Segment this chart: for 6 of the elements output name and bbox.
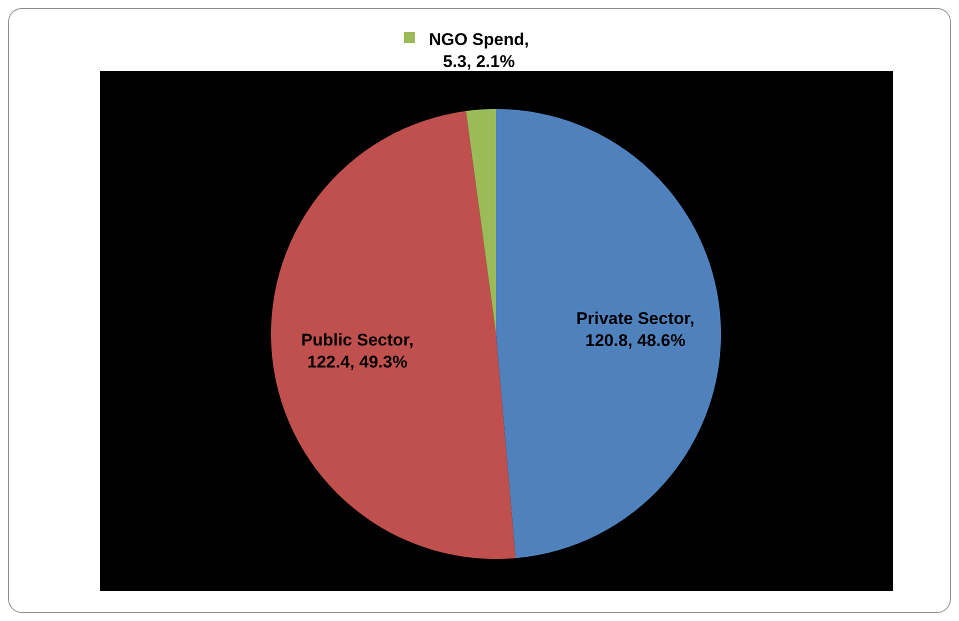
pie-slice (496, 109, 721, 558)
pie-slice (271, 111, 516, 559)
pie-slice (466, 109, 496, 334)
slice-label: Public Sector, 122.4, 49.3% (301, 330, 414, 372)
slice-label: Private Sector, 120.8, 48.6% (576, 308, 694, 350)
legend-label: NGO Spend, 5.3, 2.1% (428, 30, 529, 71)
